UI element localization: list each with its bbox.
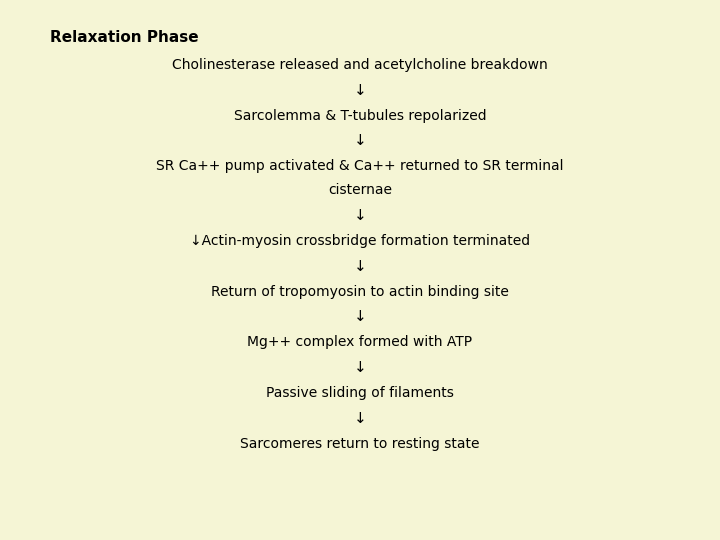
Text: ↓: ↓ — [354, 360, 366, 375]
Text: Sarcolemma & T-tubules repolarized: Sarcolemma & T-tubules repolarized — [234, 109, 486, 123]
Text: cisternae: cisternae — [328, 183, 392, 197]
Text: Relaxation Phase: Relaxation Phase — [50, 30, 199, 45]
Text: Passive sliding of filaments: Passive sliding of filaments — [266, 386, 454, 400]
Text: ↓: ↓ — [354, 83, 366, 98]
Text: Cholinesterase released and acetylcholine breakdown: Cholinesterase released and acetylcholin… — [172, 58, 548, 72]
Text: ↓: ↓ — [354, 259, 366, 274]
Text: SR Ca++ pump activated & Ca++ returned to SR terminal: SR Ca++ pump activated & Ca++ returned t… — [156, 159, 564, 173]
Text: Return of tropomyosin to actin binding site: Return of tropomyosin to actin binding s… — [211, 285, 509, 299]
Text: ↓Actin-myosin crossbridge formation terminated: ↓Actin-myosin crossbridge formation term… — [190, 234, 530, 248]
Text: ↓: ↓ — [354, 208, 366, 223]
Text: ↓: ↓ — [354, 133, 366, 148]
Text: Mg++ complex formed with ATP: Mg++ complex formed with ATP — [248, 335, 472, 349]
Text: Sarcomeres return to resting state: Sarcomeres return to resting state — [240, 437, 480, 451]
Text: ↓: ↓ — [354, 309, 366, 325]
Text: ↓: ↓ — [354, 411, 366, 426]
